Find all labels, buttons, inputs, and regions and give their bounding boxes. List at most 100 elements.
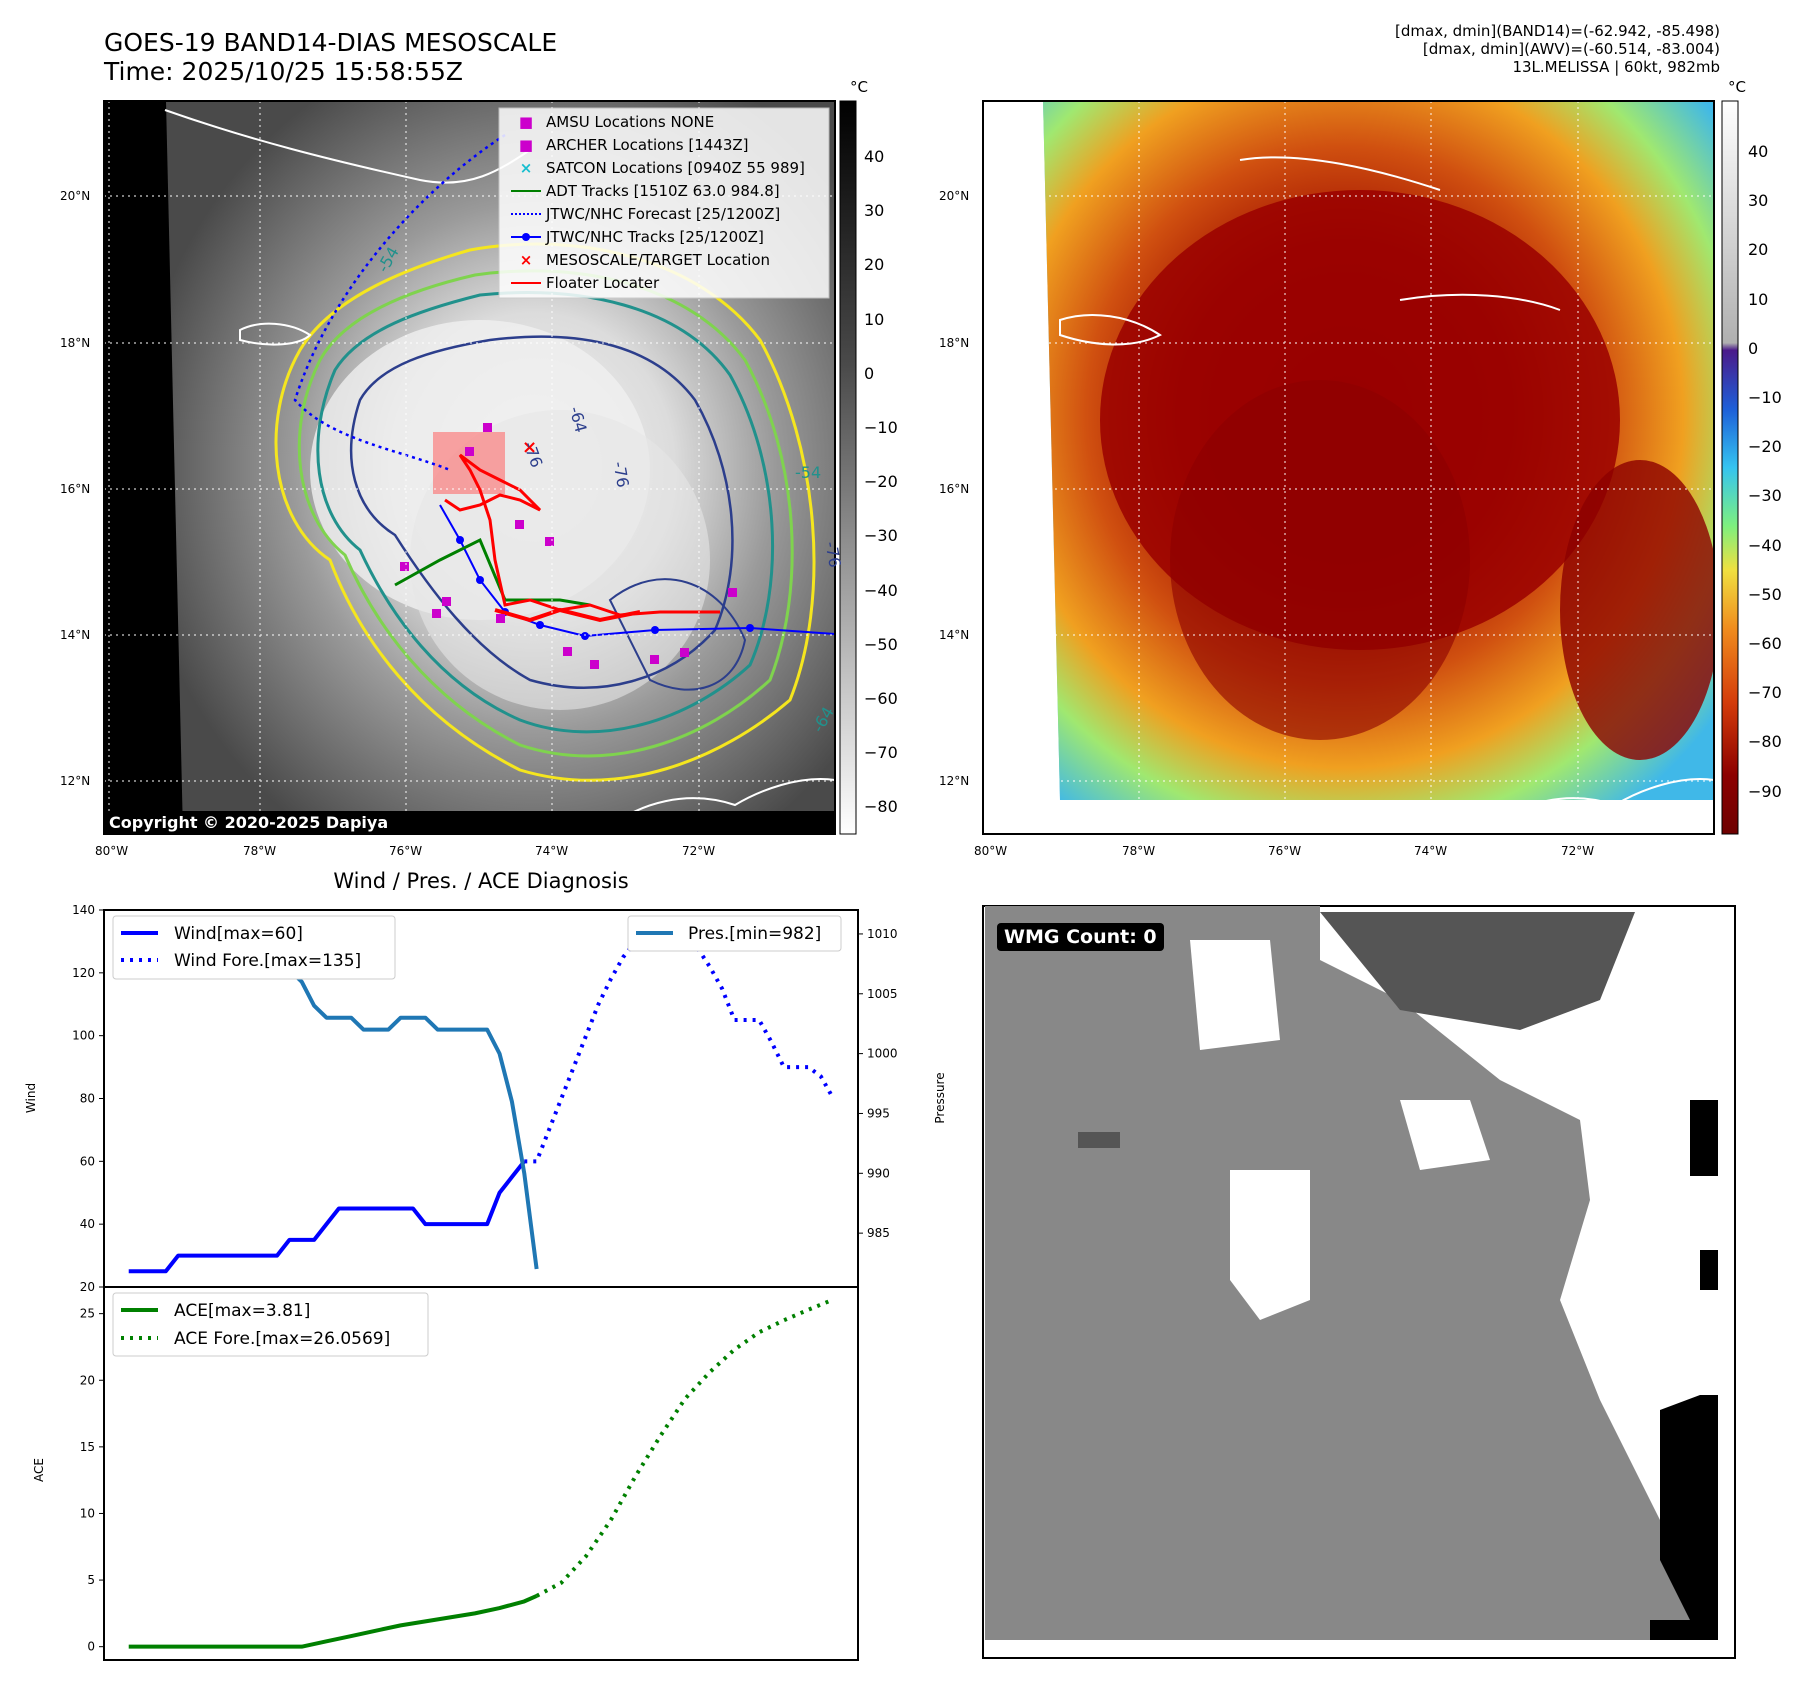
lon-label: 74°W xyxy=(535,844,569,858)
series-line xyxy=(524,923,836,1164)
adt-track xyxy=(394,537,591,607)
y-tick-label: 20 xyxy=(80,1373,95,1387)
colorbar-tick-label: −10 xyxy=(1748,388,1782,407)
floater-track xyxy=(444,453,720,617)
lon-label: 80°W xyxy=(95,844,129,858)
right-map-grid xyxy=(983,101,1714,834)
wind-legend-box xyxy=(112,915,396,980)
jtwc-forecast-track xyxy=(293,133,506,472)
lon-label: 80°W xyxy=(974,844,1008,858)
lon-label: 76°W xyxy=(389,844,423,858)
lat-label: 20°N xyxy=(60,189,91,203)
lat-label: 12°N xyxy=(60,774,91,788)
legend-label: ACE Fore.[max=26.0569] xyxy=(174,1329,390,1349)
y-tick-label: 20 xyxy=(80,1280,95,1294)
map-legend-items: ■ AMSU Locations NONE ■ ARCHER Locations… xyxy=(506,110,828,294)
left-map-grid xyxy=(104,101,835,834)
lat-label: 20°N xyxy=(939,189,970,203)
lon-label: 76°W xyxy=(1268,844,1302,858)
colorbar-tick-label: −70 xyxy=(1748,683,1782,703)
target-marker: × xyxy=(522,437,537,458)
y-tick-label: 10 xyxy=(80,1506,95,1520)
y-axis-label: Wind xyxy=(24,1083,38,1113)
y2-tick-label: 985 xyxy=(867,1226,890,1240)
colorbar-unit: °C xyxy=(850,78,868,96)
series-line xyxy=(128,1594,538,1649)
lon-label: 78°W xyxy=(243,844,277,858)
y-tick-label: 60 xyxy=(80,1154,95,1168)
legend-label: ACE[max=3.81] xyxy=(174,1301,310,1321)
y2-tick-label: 995 xyxy=(867,1106,890,1120)
line-dot-icon xyxy=(511,232,541,241)
colorbar-right xyxy=(1721,100,1739,835)
figure-stats: [dmax, dmin](BAND14)=(-62.942, -85.498) … xyxy=(1120,22,1720,76)
contour-label: -54 xyxy=(795,463,822,482)
x-marker-icon: × xyxy=(519,158,533,177)
series-line xyxy=(128,1160,526,1274)
dotted-line-icon xyxy=(511,212,541,215)
y-tick-label: 100 xyxy=(72,1029,95,1043)
colorbar-tick-label: −50 xyxy=(864,634,898,654)
colorbar-tick-label: −60 xyxy=(864,689,898,708)
wmg-count-badge: WMG Count: 0 xyxy=(997,923,1164,951)
x-marker-icon: × xyxy=(519,250,533,269)
map-legend xyxy=(498,107,830,299)
colorbar-tick-label: −50 xyxy=(1748,584,1782,604)
colorbar-tick-label: −80 xyxy=(864,797,898,817)
legend-adt: ADT Tracks [1510Z 63.0 984.8] xyxy=(506,179,828,202)
colorbar-tick-label: 10 xyxy=(864,309,885,329)
y2-axis-label: Pressure xyxy=(933,1072,947,1123)
colorbar-tick-label: 40 xyxy=(1748,142,1769,161)
pres-legend-box xyxy=(627,915,842,952)
lat-label: 14°N xyxy=(939,628,970,642)
legend-floater: Floater Locater xyxy=(506,271,828,294)
colorbar-unit: °C xyxy=(1728,78,1746,96)
stats-line-3: 13L.MELISSA | 60kt, 982mb xyxy=(1512,58,1720,76)
stats-line-1: [dmax, dmin](BAND14)=(-62.942, -85.498) xyxy=(1395,22,1720,40)
colorbar-tick-label: −40 xyxy=(864,580,898,600)
wmg-dark-region xyxy=(1320,912,1635,1030)
wmg-panel xyxy=(982,905,1736,1659)
title-line-2: Time: 2025/10/25 15:58:55Z xyxy=(104,57,463,86)
colorbar-tick-label: 30 xyxy=(1748,191,1769,211)
lat-label: 16°N xyxy=(60,482,91,496)
colorbar-tick-label: −10 xyxy=(864,418,898,437)
colorbar-tick-label: −70 xyxy=(864,743,898,763)
lat-label: 18°N xyxy=(60,336,91,350)
colorbar-tick-label: −60 xyxy=(1748,634,1782,653)
stats-line-2: [dmax, dmin](AWV)=(-60.514, -83.004) xyxy=(1422,40,1720,58)
square-marker-icon: ■ xyxy=(518,135,534,154)
legend-jtwc-tracks: JTWC/NHC Tracks [25/1200Z] xyxy=(506,225,828,248)
y2-tick-label: 1000 xyxy=(867,1047,898,1061)
legend-label: Wind Fore.[max=135] xyxy=(174,951,361,971)
chart-title: Wind / Pres. / ACE Diagnosis xyxy=(333,869,628,893)
y-tick-label: 140 xyxy=(72,903,95,917)
y-tick-label: 40 xyxy=(80,1217,95,1231)
lat-label: 18°N xyxy=(939,336,970,350)
ace-panel-frame xyxy=(103,1286,859,1661)
colorbar-tick-label: 0 xyxy=(864,363,875,383)
lat-label: 16°N xyxy=(939,482,970,496)
legend-amsu: ■ AMSU Locations NONE xyxy=(506,110,828,133)
legend-jtwc-forecast: JTWC/NHC Forecast [25/1200Z] xyxy=(506,202,828,225)
colorbar-tick-label: −30 xyxy=(1748,486,1782,506)
y-tick-label: 25 xyxy=(80,1307,95,1321)
lon-label: 78°W xyxy=(1122,844,1156,858)
lon-label: 72°W xyxy=(682,844,716,858)
right-map-frame xyxy=(982,100,1715,835)
colorbar-tick-label: −20 xyxy=(864,472,898,492)
y-tick-label: 80 xyxy=(80,1092,95,1106)
copyright-banner: Copyright © 2020-2025 Dapiya xyxy=(103,811,835,835)
colorbar-tick-label: 40 xyxy=(864,147,885,166)
wmg-gray-region xyxy=(985,906,1700,1640)
y-tick-label: 0 xyxy=(87,1640,95,1654)
y2-tick-label: 1010 xyxy=(867,927,898,941)
ir-imagery-right xyxy=(983,101,1714,834)
lon-label: 74°W xyxy=(1414,844,1448,858)
y-tick-label: 5 xyxy=(87,1573,95,1587)
contour-navy xyxy=(349,335,734,689)
lat-label: 12°N xyxy=(939,774,970,788)
lon-label: 72°W xyxy=(1561,844,1595,858)
colorbar-tick-label: −90 xyxy=(1748,781,1782,801)
colorbar-tick-label: −40 xyxy=(1748,535,1782,555)
